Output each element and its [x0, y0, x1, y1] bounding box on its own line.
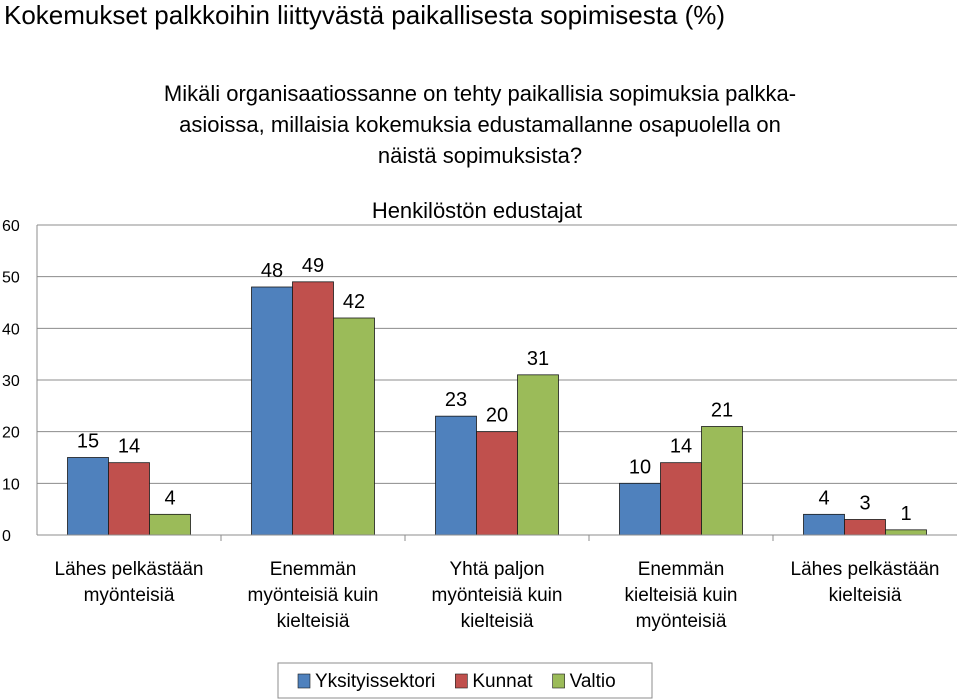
- y-tick-label: 50: [2, 270, 20, 287]
- y-tick-label: 0: [2, 528, 11, 545]
- category-label: Lähes pelkästään: [55, 559, 204, 580]
- axes: 0 10 20 30 40 50 60 Lähes pelkästään myönteisiä E…: [2, 218, 957, 632]
- bar: [517, 374, 559, 536]
- data-label: 14: [118, 436, 140, 458]
- survey-question: Mikäli organisaatiossanne on tehty paika…: [60, 78, 900, 171]
- category-label: Enemmän: [270, 559, 357, 580]
- data-label: 48: [261, 260, 283, 282]
- legend: Yksityissektori Kunnat Valtio: [277, 662, 653, 699]
- category-label: kielteisiä: [829, 585, 902, 606]
- category-label: Enemmän: [638, 559, 725, 580]
- y-tick-label: 60: [2, 218, 20, 235]
- bar: [803, 513, 845, 536]
- data-label: 23: [445, 389, 467, 411]
- bar: [149, 513, 191, 536]
- question-line: asioissa, millaisia kokemuksia edustamal…: [179, 112, 781, 137]
- data-label: 10: [629, 456, 651, 478]
- bar: [476, 431, 518, 536]
- bar: [885, 529, 927, 536]
- y-tick-label: 20: [2, 425, 20, 442]
- data-label: 4: [818, 487, 829, 509]
- category-label: myönteisiä: [636, 611, 727, 632]
- category-label: myönteisiä kuin: [248, 585, 379, 606]
- data-label: 21: [711, 400, 733, 422]
- bar: [251, 286, 293, 536]
- legend-swatch: [455, 673, 468, 689]
- legend-swatch: [552, 673, 565, 689]
- y-tick-label: 10: [2, 476, 20, 493]
- bar: [108, 462, 150, 536]
- bar: [292, 281, 334, 536]
- data-label: 31: [527, 348, 549, 370]
- bar: [435, 415, 477, 536]
- data-label: 1: [900, 503, 911, 525]
- bar: [619, 482, 661, 536]
- category-label: kielteisiä: [277, 611, 350, 632]
- y-tick-label: 40: [2, 321, 20, 338]
- category-label: kielteisiä kuin: [625, 585, 738, 606]
- bar: [333, 317, 375, 536]
- data-label: 3: [859, 493, 870, 515]
- bar: [660, 462, 702, 536]
- bar: [67, 457, 109, 536]
- category-label: myönteisiä: [84, 585, 175, 606]
- legend-label: Kunnat: [472, 671, 533, 692]
- page-title: Kokemukset palkkoihin liittyvästä paikal…: [4, 0, 726, 30]
- category-label: myönteisiä kuin: [432, 585, 563, 606]
- chart-title: Henkilöstön edustajat: [372, 198, 582, 223]
- question-line: näistä sopimuksista?: [377, 143, 583, 168]
- data-label: 15: [77, 431, 99, 453]
- bar: [844, 519, 886, 536]
- category-label: Lähes pelkästään: [791, 559, 940, 580]
- data-label: 42: [343, 291, 365, 313]
- data-label: 14: [670, 436, 692, 458]
- data-label: 49: [302, 255, 324, 277]
- category-label: Yhtä paljon: [449, 559, 544, 580]
- data-label: 20: [486, 405, 508, 427]
- legend-label: Valtio: [570, 671, 616, 692]
- y-tick-label: 30: [2, 373, 20, 390]
- legend-swatch: [297, 673, 311, 689]
- question-line: Mikäli organisaatiossanne on tehty paika…: [163, 81, 797, 106]
- category-label: kielteisiä: [461, 611, 534, 632]
- bar: [701, 426, 743, 536]
- legend-label: Yksityissektori: [315, 671, 435, 692]
- data-label: 4: [164, 487, 175, 509]
